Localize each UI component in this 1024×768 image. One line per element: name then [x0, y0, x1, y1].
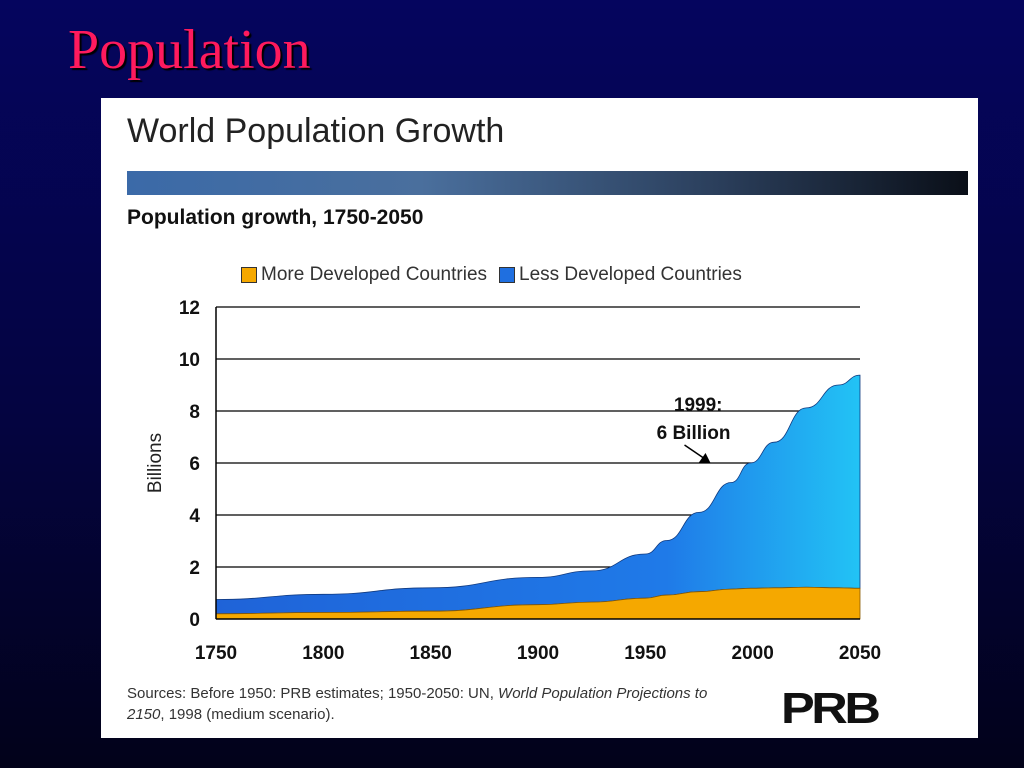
y-tick-label-8: 8	[189, 402, 200, 423]
slide-title: Population	[68, 19, 311, 81]
y-tick-label-10: 10	[179, 350, 200, 371]
x-tick-label-1850: 1850	[410, 643, 452, 664]
x-tick-label-1950: 1950	[624, 643, 666, 664]
x-tick-label-1800: 1800	[302, 643, 344, 664]
area-chart: 0 2 4 6 8 10 12 1750 1800 1850 1900 1950 2000 2050 Bil…	[145, 298, 881, 664]
title-gradient-bar	[127, 171, 968, 195]
legend-label-more-developed: More Developed Countries	[261, 264, 488, 285]
sources-note: Sources: Before 1950: PRB estimates; 195…	[127, 683, 727, 725]
y-tick-label-6: 6	[189, 454, 200, 475]
annotation-value: 6 Billion	[657, 423, 731, 444]
y-tick-label-2: 2	[189, 558, 200, 579]
sources-prefix: Sources: Before 1950: PRB estimates; 195…	[127, 685, 499, 702]
x-tick-label-1900: 1900	[517, 643, 559, 664]
area-more-developed	[215, 586, 861, 620]
figure-title: World Population Growth	[127, 112, 505, 150]
sources-title: World Population Projections to 2150	[127, 685, 708, 723]
legend-item-more-developed: More Developed Countries	[241, 264, 487, 286]
y-tick-label-12: 12	[179, 298, 200, 319]
legend: More Developed Countries Less Developed …	[241, 264, 742, 286]
annotation-arrow-head	[698, 453, 711, 463]
figure-subtitle: Population growth, 1750-2050	[127, 206, 424, 229]
legend-swatch-more-developed	[241, 267, 257, 283]
legend-item-less-developed: Less Developed Countries	[499, 264, 742, 286]
x-tick-label-2050: 2050	[839, 643, 881, 664]
legend-swatch-less-developed	[499, 267, 516, 283]
prb-logo: PRB	[781, 684, 881, 733]
chart-panel: World Population Growth Population growt…	[101, 98, 978, 738]
annotation-year: 1999:	[674, 395, 723, 416]
sources-suffix: , 1998 (medium scenario).	[160, 706, 335, 723]
x-tick-label-2000: 2000	[732, 643, 774, 664]
y-axis-label: Billions	[145, 433, 166, 493]
legend-label-less-developed: Less Developed Countries	[519, 264, 742, 285]
x-tick-label-1750: 1750	[195, 643, 237, 664]
y-tick-label-0: 0	[189, 610, 200, 631]
y-tick-label-4: 4	[189, 506, 200, 527]
